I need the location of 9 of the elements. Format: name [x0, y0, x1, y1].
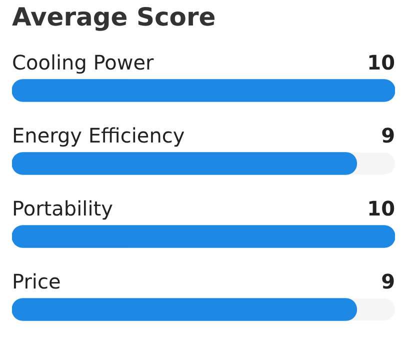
- data-label: 9: [381, 124, 395, 148]
- y-tick-label: Portability: [12, 196, 114, 220]
- y-tick-label: Cooling Power: [12, 50, 155, 74]
- y-tick-label: Energy Efficiency: [12, 124, 185, 148]
- data-label: 10: [367, 50, 395, 74]
- data-label: 10: [367, 196, 395, 220]
- data-label: 9: [381, 270, 395, 294]
- chart-title: Average Score: [12, 2, 216, 32]
- y-tick-label: Price: [12, 270, 61, 294]
